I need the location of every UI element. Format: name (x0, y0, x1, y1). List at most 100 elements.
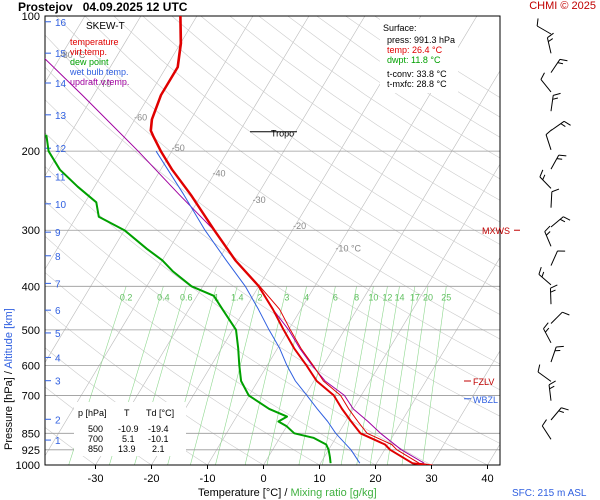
isotherm-line (45, 16, 142, 177)
isotherm-line (95, 16, 366, 465)
wind-barb-flag (548, 380, 556, 386)
surface-box: Surface: press: 991.3 hPa temp: 26.4 °C … (380, 19, 458, 93)
pressure-tick-label: 700 (22, 390, 40, 402)
wind-barb (550, 311, 570, 324)
altitude-tick-label: 16 (55, 18, 67, 29)
dry-adiabat (200, 16, 500, 223)
wind-barb (538, 266, 552, 286)
wind-barb-flag (545, 129, 553, 135)
surface-press: press: 991.3 hPa (387, 35, 455, 45)
updraft-virtual-temperature-line (45, 58, 425, 464)
mxws-label: MXWS (482, 226, 510, 236)
chart-datetime: 04.09.2025 12 UTC (82, 0, 188, 14)
mixing-ratio-label: 0.2 (120, 292, 133, 302)
mixing-ratio-label: 1 (214, 292, 219, 302)
altitude-tick-label: 9 (55, 228, 61, 239)
wind-barb-flag (559, 218, 566, 223)
y-axis-label: Pressure [hPa] / Altitude [km] (3, 308, 15, 450)
fzlv-label: FZLV (473, 377, 494, 387)
temperature-line (149, 16, 427, 465)
wind-barb-staff (550, 346, 557, 363)
dry-adiabat (45, 235, 377, 465)
wind-barb-flag (539, 169, 544, 178)
station-name: Prostejov (18, 0, 73, 14)
isotherm-line (45, 16, 254, 364)
altitude-tick-label: 5 (55, 329, 61, 340)
mixing-ratio-label: 25 (441, 292, 451, 302)
level-table: p [hPa] T Td [°C] 500 -10.9 -19.4 700 5.… (74, 402, 186, 456)
wet-bulb-temperature-line (155, 150, 361, 464)
dry-adiabat (45, 99, 500, 417)
legend-dew-point: dew point (70, 57, 109, 67)
mixing-ratio-label: 2 (257, 292, 262, 302)
altitude-tick-label: 4 (55, 353, 61, 364)
mixing-ratio-label: 3 (284, 292, 289, 302)
pressure-tick-label: 200 (22, 146, 40, 158)
wind-barb-flag (563, 216, 571, 221)
wind-barb (550, 92, 561, 112)
dry-adiabat (45, 272, 321, 465)
x-axis-mixing-ratio-label: Mixing ratio [g/kg] (290, 487, 376, 499)
wind-barb (550, 345, 564, 363)
wind-barb (550, 216, 571, 228)
isotherm-line (151, 16, 422, 465)
wind-barb-staff (536, 25, 552, 35)
wind-barb-flag (543, 322, 549, 329)
table-header-p: p [hPa] (78, 408, 107, 418)
wind-barb-staff (550, 407, 562, 421)
mixing-ratio-label: 1.4 (231, 292, 244, 302)
surface-tconv: t-conv: 33.8 °C (387, 69, 447, 79)
legend-updraft: updraft v.temp. (70, 77, 129, 87)
wind-barb-flag (560, 123, 566, 127)
pressure-tick-label: 925 (22, 445, 40, 457)
mixing-ratio-line (244, 286, 288, 465)
mixing-ratio-label: 17 (410, 292, 420, 302)
mixing-ratio-line (322, 286, 357, 465)
temperature-tick-label: 10 (313, 473, 325, 485)
isotherm-label: -10 °C (335, 244, 361, 254)
dry-adiabat (113, 16, 500, 291)
isotherm-line (319, 163, 500, 465)
isotherm-label: -20 (293, 221, 306, 231)
surface-tmxfc: t-mxfc: 28.8 °C (387, 79, 447, 89)
wind-barb-flag (563, 120, 571, 126)
y-axis-label-separator: / (3, 370, 15, 374)
table-cell: 700 (88, 434, 103, 444)
wind-barb-staff (546, 37, 552, 54)
wind-barb (550, 154, 567, 170)
dry-adiabat (45, 427, 97, 465)
wind-barb (541, 419, 552, 440)
wind-barb-flag (558, 154, 567, 157)
wind-barb (550, 407, 569, 421)
mixing-ratio-line (298, 286, 336, 465)
table-header-t: T (124, 408, 130, 418)
wind-barb-flag (550, 289, 556, 293)
table-header-td: Td [°C] (146, 408, 174, 418)
dew-point-line (45, 134, 332, 464)
temperature-tick-label: -10 (200, 473, 216, 485)
temperature-tick-label: 20 (369, 473, 381, 485)
table-cell: 500 (88, 424, 103, 434)
wind-barb-flag (549, 385, 555, 390)
mixing-ratio-label: 0.6 (180, 292, 193, 302)
wind-barb-staff (550, 95, 554, 112)
wind-barb (550, 58, 568, 73)
wind-barb-flag (557, 250, 566, 252)
wind-barb-staff (550, 250, 558, 266)
mixing-ratio-line (401, 286, 429, 465)
wind-barb-staff (539, 176, 552, 189)
wind-barb-flag (552, 97, 559, 100)
wind-barb-flag (541, 271, 545, 278)
wind-barb (546, 32, 554, 54)
altitude-tick-label: 7 (55, 279, 61, 290)
dry-adiabat (55, 16, 500, 340)
altitude-tick-label: 12 (55, 144, 67, 155)
dry-adiabat (45, 66, 500, 391)
temperature-tick-label: -30 (88, 473, 104, 485)
altitude-tick-label: 8 (55, 252, 61, 263)
x-axis-temperature-label: Temperature [°C] (198, 487, 281, 499)
wind-barb-flag (544, 225, 551, 232)
wind-barb-flag (536, 18, 539, 27)
